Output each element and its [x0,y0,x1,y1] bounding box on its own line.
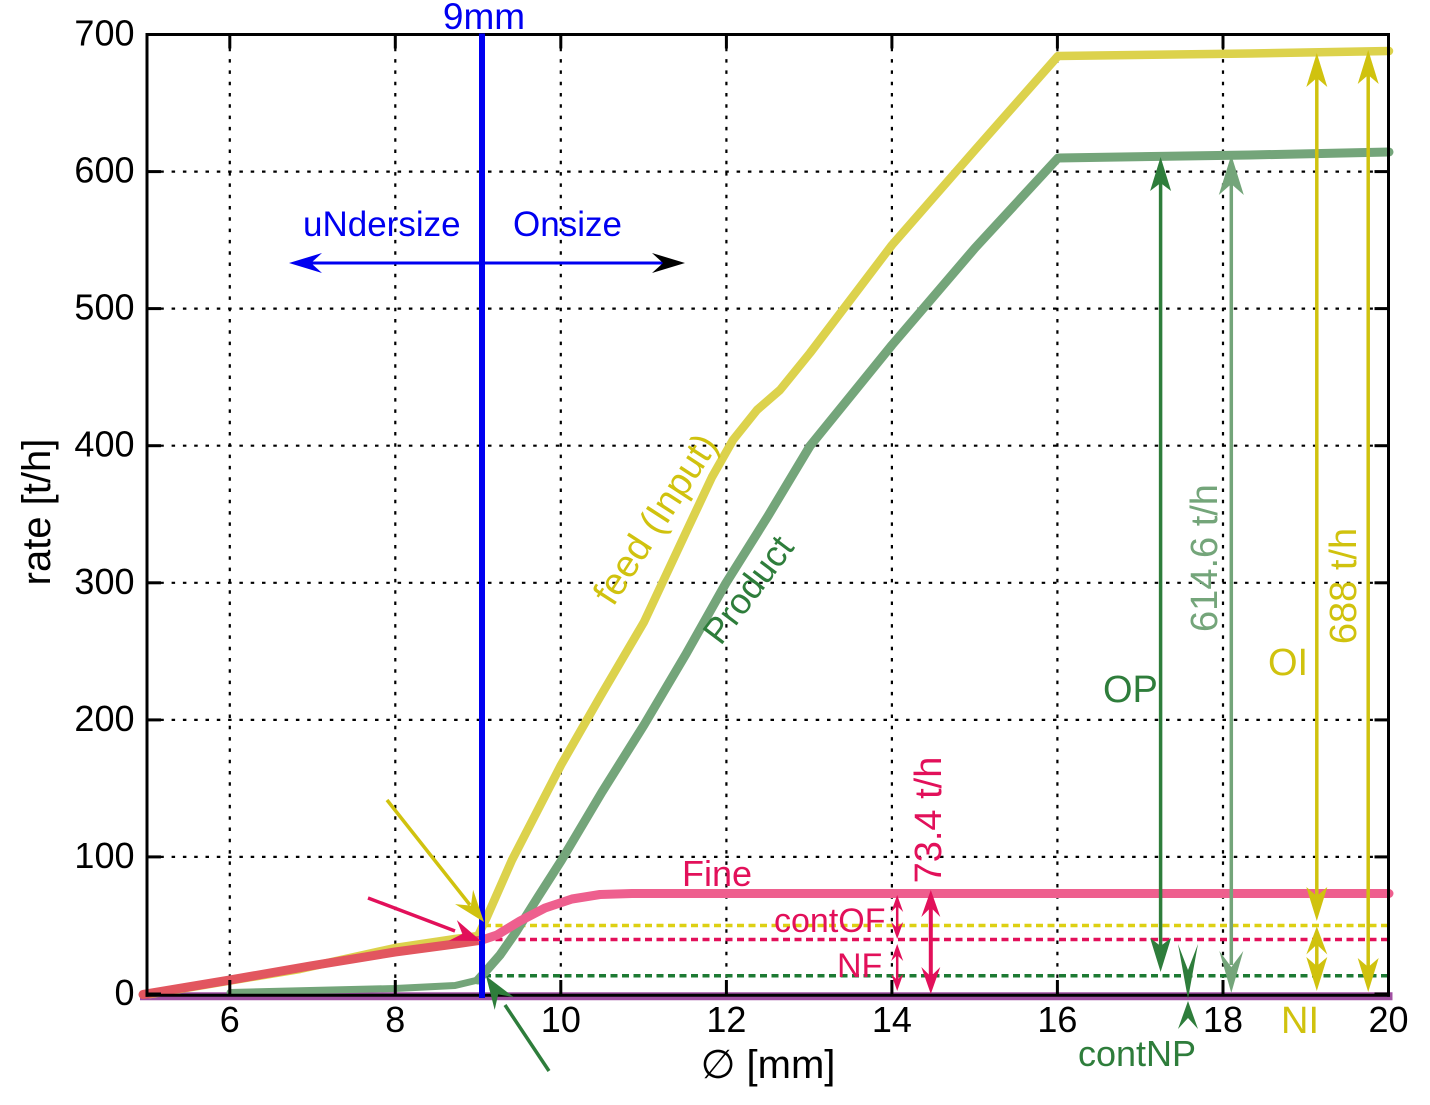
svg-text:20: 20 [1368,999,1408,1040]
svg-text:∅ [mm]: ∅ [mm] [701,1043,836,1087]
svg-text:73.4 t/h: 73.4 t/h [908,757,950,884]
svg-text:OI: OI [1268,642,1308,684]
svg-text:contNP: contNP [1078,1033,1196,1074]
svg-text:12: 12 [706,999,746,1040]
svg-text:6: 6 [220,999,240,1040]
svg-text:contOF: contOF [774,902,885,940]
svg-text:OP: OP [1103,669,1158,711]
svg-text:NI: NI [1281,1000,1319,1042]
svg-text:NF: NF [837,947,882,985]
svg-text:500: 500 [74,287,134,328]
svg-text:0: 0 [114,972,134,1013]
svg-text:300: 300 [74,561,134,602]
svg-text:uNdersize: uNdersize [303,205,461,244]
svg-text:rate [t/h]: rate [t/h] [15,439,59,586]
svg-text:18: 18 [1203,999,1243,1040]
svg-text:8: 8 [385,999,405,1040]
svg-text:600: 600 [74,150,134,191]
svg-text:400: 400 [74,424,134,465]
svg-text:100: 100 [74,835,134,876]
svg-text:200: 200 [74,698,134,739]
svg-text:688 t/h: 688 t/h [1323,528,1365,644]
svg-text:10: 10 [541,999,581,1040]
svg-text:700: 700 [74,13,134,54]
svg-text:9mm: 9mm [443,0,525,37]
svg-text:614.6 t/h: 614.6 t/h [1184,484,1226,632]
svg-text:Fine: Fine [682,853,752,894]
svg-text:14: 14 [872,999,912,1040]
svg-text:Onsize: Onsize [513,205,622,244]
svg-text:16: 16 [1037,999,1077,1040]
